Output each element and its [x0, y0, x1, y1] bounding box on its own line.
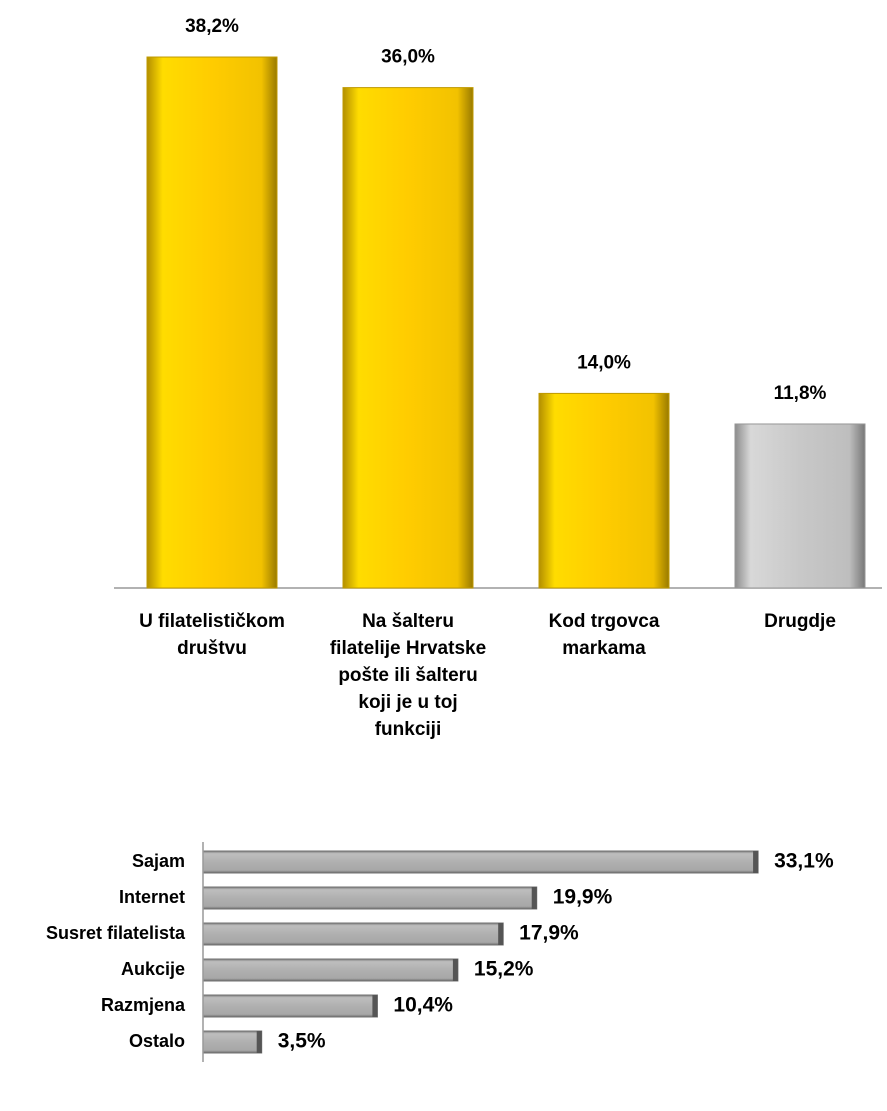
- value-label: 38,2%: [185, 16, 239, 37]
- category-label: Aukcije: [121, 959, 185, 979]
- bar: [146, 56, 278, 589]
- value-label: 11,8%: [774, 383, 827, 404]
- category-label: U filatelističkom društvu: [139, 611, 285, 659]
- value-label: 33,1%: [774, 850, 834, 873]
- bar-end: [498, 923, 504, 945]
- bar-end: [753, 851, 759, 873]
- category-label: Ostalo: [129, 1031, 185, 1051]
- bar-end: [452, 959, 458, 981]
- value-label: 14,0%: [577, 352, 631, 373]
- value-label: 3,5%: [278, 1030, 326, 1053]
- category-label: Na šalteru filatelije Hrvatske pošte ili…: [329, 611, 487, 740]
- bar: [202, 886, 538, 910]
- value-label: 19,9%: [553, 886, 613, 909]
- bar: [342, 87, 474, 589]
- value-label: 10,4%: [393, 994, 453, 1017]
- bar-end: [531, 887, 537, 909]
- value-label: 17,9%: [519, 922, 579, 945]
- value-label: 36,0%: [381, 47, 435, 68]
- category-label: Sajam: [132, 851, 185, 871]
- category-label: Kod trgovca markama: [548, 611, 660, 659]
- value-label: 15,2%: [474, 958, 534, 981]
- bar: [734, 423, 866, 589]
- category-label: Internet: [119, 887, 185, 907]
- bar: [202, 850, 759, 874]
- bar: [202, 922, 504, 946]
- bar-end: [372, 995, 378, 1017]
- bar-end: [256, 1031, 262, 1053]
- bar: [202, 958, 459, 982]
- category-label: Susret filatelista: [46, 923, 186, 943]
- category-label: Razmjena: [101, 995, 186, 1015]
- bar: [538, 392, 670, 589]
- bar: [202, 994, 378, 1018]
- category-label: Drugdje: [764, 611, 836, 632]
- bar: [202, 1030, 263, 1054]
